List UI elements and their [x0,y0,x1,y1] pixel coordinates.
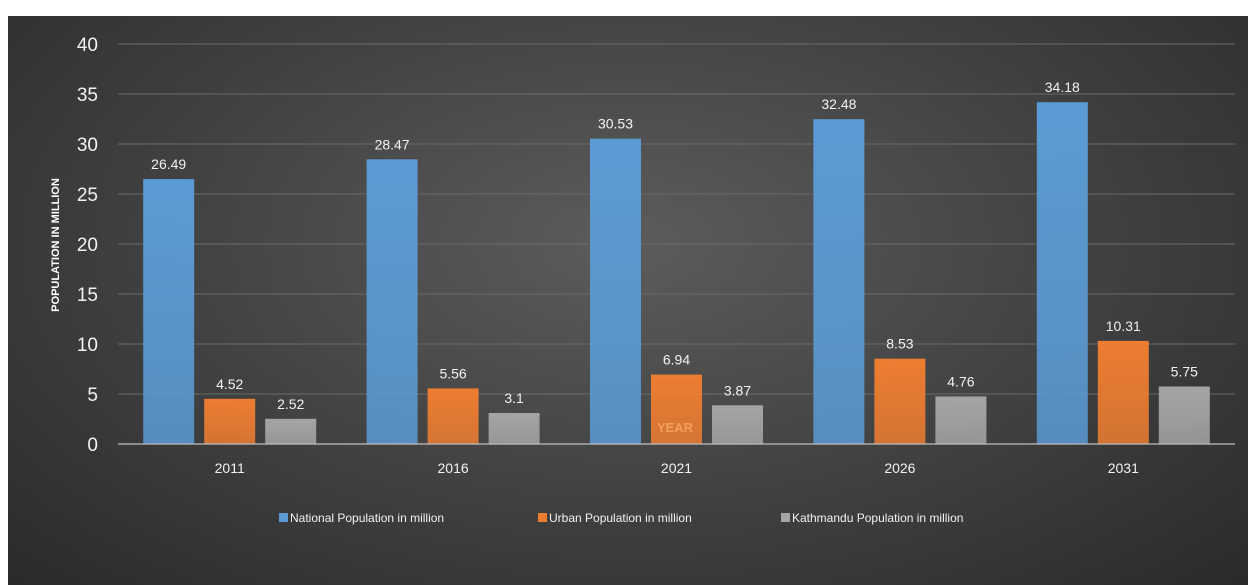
y-tick-label: 25 [77,185,98,206]
bar [590,138,641,444]
y-tick-label: 20 [77,235,98,256]
gridlines [118,43,1235,395]
bar [935,396,987,444]
y-tick-label: 40 [77,35,98,56]
data-labels: 26.49 4.52 2.52 28.47 5.56 3.1 30.53 6.94 3.87 32… [151,79,1198,412]
x-axis-ticks: 2011 2016 2021 2026 2031 [215,460,1139,476]
legend: National Population in million Urban Popu… [279,511,963,525]
data-label: 5.75 [1171,364,1198,380]
bar [651,374,702,444]
y-tick-label: 15 [77,285,98,306]
legend-swatch [538,513,547,522]
x-tick-label: 2021 [661,460,692,476]
legend-item: Kathmandu Population in million [781,511,963,525]
y-tick-label: 5 [87,385,98,406]
data-label: 30.53 [598,116,633,132]
data-label: 28.47 [375,136,410,152]
data-label: 10.31 [1106,318,1141,334]
bar [204,398,256,444]
y-axis-title: POPULATION IN MILLION [50,178,62,312]
bar [1158,386,1210,444]
legend-label: Urban Population in million [549,511,692,525]
data-label: 4.76 [947,373,974,389]
y-tick-label: 0 [87,435,98,456]
data-label: 5.56 [439,365,466,381]
x-tick-label: 2016 [438,460,469,476]
y-tick-label: 30 [77,135,98,156]
bar [712,405,763,444]
legend-item: National Population in million [279,511,444,525]
bar [265,418,317,444]
x-tick-label: 2031 [1108,460,1139,476]
bars [143,102,1210,445]
x-tick-label: 2026 [884,460,915,476]
data-label: 2.52 [277,396,304,412]
data-label: 34.18 [1045,79,1080,95]
bar [488,413,540,444]
bar [813,119,865,444]
bar [1036,102,1088,444]
data-label: 3.87 [724,382,751,398]
data-label: 8.53 [886,336,913,352]
bar [427,388,479,444]
legend-swatch [781,513,790,522]
y-axis-ticks: 0 5 10 15 20 25 30 35 40 [77,35,98,456]
legend-swatch [279,513,288,522]
bar [1097,340,1149,444]
legend-item: Urban Population in million [538,511,692,525]
y-tick-label: 35 [77,85,98,106]
y-tick-label: 10 [77,335,98,356]
data-label: 3.1 [504,390,524,406]
x-tick-label: 2011 [215,460,245,476]
bar [874,358,926,444]
bar [366,159,418,445]
data-label: 6.94 [663,352,690,368]
data-label: 32.48 [821,96,856,112]
data-label: 4.52 [216,376,243,392]
legend-label: Kathmandu Population in million [792,511,963,525]
data-label: 26.49 [151,156,186,172]
x-axis-title: YEAR [657,420,694,435]
bar [143,179,195,444]
legend-label: National Population in million [290,511,444,525]
